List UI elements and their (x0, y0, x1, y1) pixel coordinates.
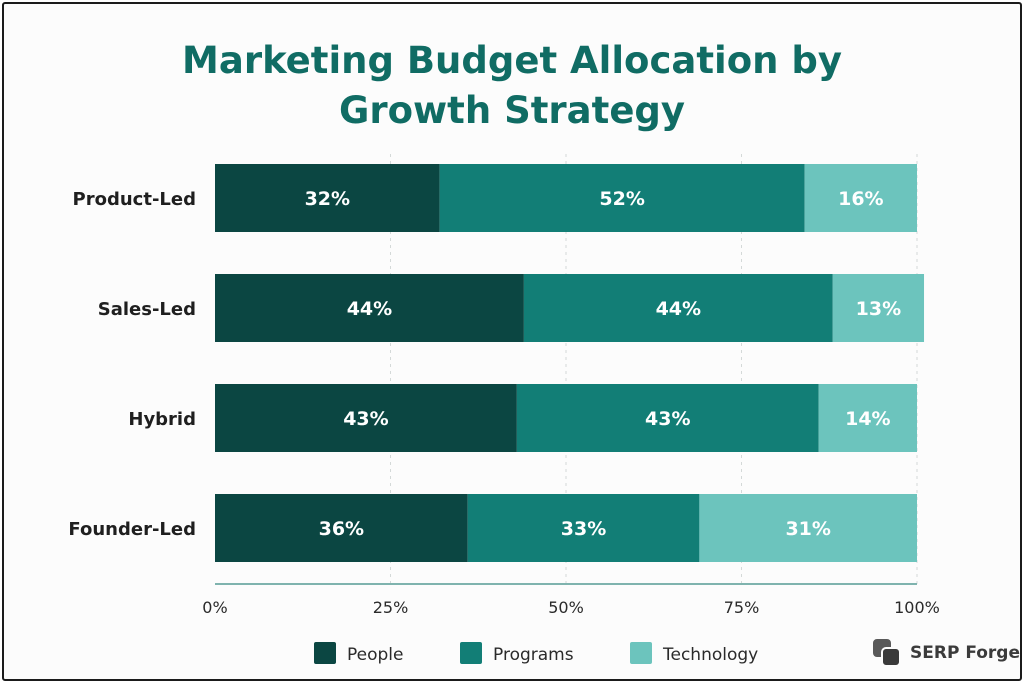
bar-hybrid-programs (516, 384, 819, 452)
stacked-bar-chart: 32% 52% 16% Product-Led 44% 44% 13% Sales-Led 43… (68, 154, 940, 665)
legend-swatch-people (314, 642, 336, 664)
category-label: Hybrid (128, 409, 196, 430)
serp-forge-logo-icon (873, 639, 901, 667)
data-label: 43% (645, 408, 690, 430)
bar-product-led-technology (804, 164, 917, 232)
legend-label-technology: Technology (662, 645, 758, 665)
data-label: 44% (656, 298, 701, 320)
bar-hybrid-technology (818, 384, 917, 452)
bar-sales-led-programs (523, 274, 833, 342)
chart-title-line-2: Growth Strategy (338, 89, 686, 132)
legend-label-programs: Programs (493, 645, 574, 665)
x-tick-label: 75% (724, 598, 760, 617)
bar-founder-led-programs (467, 494, 700, 562)
brand-label: SERP Forge (910, 643, 1021, 663)
bar-product-led-people (215, 164, 440, 232)
data-label: 14% (845, 408, 890, 430)
chart-title-line-1: Marketing Budget Allocation by (182, 39, 842, 82)
bar-sales-led-people (215, 274, 524, 342)
data-label: 44% (347, 298, 392, 320)
bar-founder-led-technology (699, 494, 917, 562)
data-label: 43% (343, 408, 388, 430)
category-label: Product-Led (73, 189, 196, 210)
legend-swatch-programs (460, 642, 482, 664)
x-tick-label: 25% (373, 598, 409, 617)
data-label: 36% (319, 518, 364, 540)
brand: SERP Forge (872, 638, 1020, 668)
bar-sales-led-technology (832, 274, 925, 342)
category-label: Sales-Led (98, 299, 196, 320)
legend-label-people: People (347, 645, 403, 665)
bar-founder-led-people (215, 494, 468, 562)
chart-title: Marketing Budget Allocation by Growth St… (4, 36, 1020, 136)
data-label: 32% (305, 188, 350, 210)
data-label: 31% (785, 518, 830, 540)
bar-hybrid-people (215, 384, 517, 452)
bar-product-led-programs (439, 164, 805, 232)
x-tick-label: 100% (894, 598, 940, 617)
data-label: 13% (856, 298, 901, 320)
data-label: 16% (838, 188, 883, 210)
category-label: Founder-Led (68, 519, 196, 540)
data-label: 52% (599, 188, 644, 210)
x-tick-label: 0% (202, 598, 227, 617)
x-tick-label: 50% (548, 598, 584, 617)
legend-swatch-technology (630, 642, 652, 664)
data-label: 33% (561, 518, 606, 540)
